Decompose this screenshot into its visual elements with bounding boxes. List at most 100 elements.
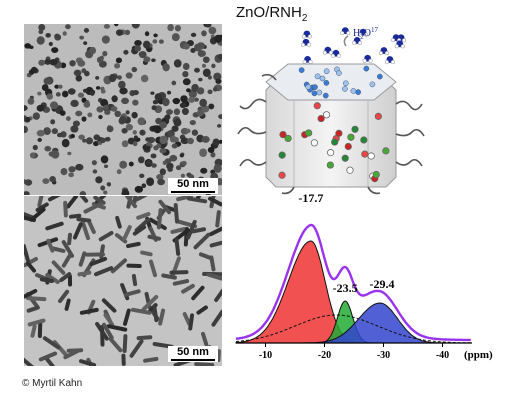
nanoparticle — [156, 143, 162, 149]
nanoparticle — [137, 117, 146, 126]
nanorod — [181, 283, 195, 294]
nanoparticle — [24, 43, 31, 49]
nanoparticle — [173, 118, 182, 127]
surface-atom — [355, 89, 362, 95]
nanorod — [120, 283, 130, 301]
nanoparticle — [29, 152, 36, 159]
nanoparticle — [208, 103, 215, 110]
nanoparticle — [201, 30, 207, 37]
nanoparticle — [93, 134, 101, 141]
nanoparticle — [142, 40, 151, 49]
nanoparticle — [77, 60, 86, 67]
nanoparticle — [44, 58, 52, 65]
amine-ligand — [395, 128, 425, 137]
nanorod — [61, 252, 73, 268]
nanorod — [45, 357, 59, 366]
nanorod — [198, 252, 213, 260]
nanoparticle — [167, 24, 174, 32]
lattice-atom — [279, 131, 287, 139]
nanoparticle — [37, 137, 42, 143]
nanoparticle — [140, 74, 149, 83]
nanorod — [140, 250, 153, 257]
nanoparticle — [197, 109, 205, 117]
nanorod — [27, 318, 46, 327]
nanoparticle — [128, 161, 134, 167]
amine-ligand — [239, 158, 267, 167]
nanoparticle — [75, 110, 83, 117]
nanoparticle — [152, 39, 158, 44]
nanoparticle — [144, 31, 150, 37]
nanorod — [46, 238, 55, 253]
peak-label: -23.5 — [333, 281, 358, 295]
nanoparticle — [162, 63, 170, 72]
nanorod — [209, 240, 222, 248]
nanoparticle — [207, 75, 212, 80]
nanoparticle — [172, 97, 181, 105]
nanoparticle — [28, 69, 35, 75]
nanoparticle — [188, 96, 195, 103]
nanoparticle — [24, 125, 28, 134]
nanorod — [114, 233, 128, 244]
nanoparticle — [212, 138, 220, 146]
nanorod — [110, 258, 128, 274]
nanorod — [51, 260, 66, 275]
surface-atom — [336, 70, 342, 76]
nanoparticle — [61, 138, 70, 148]
surface-atom — [342, 80, 349, 87]
nanoparticle — [121, 127, 128, 134]
nanoparticle — [95, 76, 100, 80]
nanorod — [130, 307, 152, 315]
nanorod — [76, 217, 92, 223]
nanorod — [141, 294, 159, 312]
lattice-atom — [310, 139, 319, 147]
surface-atom — [314, 73, 321, 80]
nanoparticle — [134, 39, 142, 47]
nanoparticle — [69, 60, 76, 67]
nanoparticle — [173, 108, 181, 116]
nanorod — [94, 266, 114, 277]
nanoparticle — [210, 152, 216, 158]
scale-label-bottom: 50 nm — [177, 346, 209, 358]
spectrum-envelope — [235, 223, 471, 342]
nanoparticle — [171, 143, 178, 149]
nanoparticle — [75, 163, 84, 171]
peak-label: -17.7 — [298, 192, 323, 205]
peak-label: -29.4 — [369, 277, 394, 291]
nanorod — [201, 331, 209, 347]
nanoparticle — [100, 137, 106, 143]
nanoparticle — [150, 91, 155, 95]
nanoparticle — [73, 69, 82, 77]
nanoparticle — [81, 116, 87, 122]
nanoparticle — [103, 104, 110, 110]
nanoparticle — [50, 119, 56, 125]
nanoparticle — [208, 26, 217, 35]
nanorod — [208, 226, 222, 237]
x-tick-label: -40 — [436, 350, 449, 361]
nanoparticle — [119, 115, 127, 124]
nanoparticle — [67, 151, 72, 156]
nanorod — [95, 322, 109, 341]
water-molecule — [330, 49, 342, 58]
nanorod — [101, 298, 117, 313]
nanoparticle — [121, 189, 130, 195]
nanorod — [37, 196, 44, 208]
nanoparticle — [117, 75, 122, 80]
nanoparticle — [70, 133, 75, 139]
nanoparticle — [71, 125, 78, 133]
nanoparticle — [151, 105, 157, 111]
nanoparticle — [101, 35, 110, 44]
nanoparticle — [103, 190, 108, 195]
nanorod — [186, 196, 208, 204]
scale-bar-top: 50 nm — [168, 178, 218, 194]
nanoparticle — [100, 155, 109, 164]
nanorod — [121, 353, 126, 366]
nanoparticle — [196, 87, 205, 95]
nanoparticle — [93, 140, 99, 147]
nanorod — [64, 298, 71, 311]
amine-ligand — [237, 126, 267, 135]
nanorod — [25, 296, 47, 302]
surface-atom — [322, 92, 329, 99]
nanorod — [67, 232, 73, 246]
nanoparticle — [49, 176, 56, 183]
lattice-atom — [278, 151, 286, 159]
